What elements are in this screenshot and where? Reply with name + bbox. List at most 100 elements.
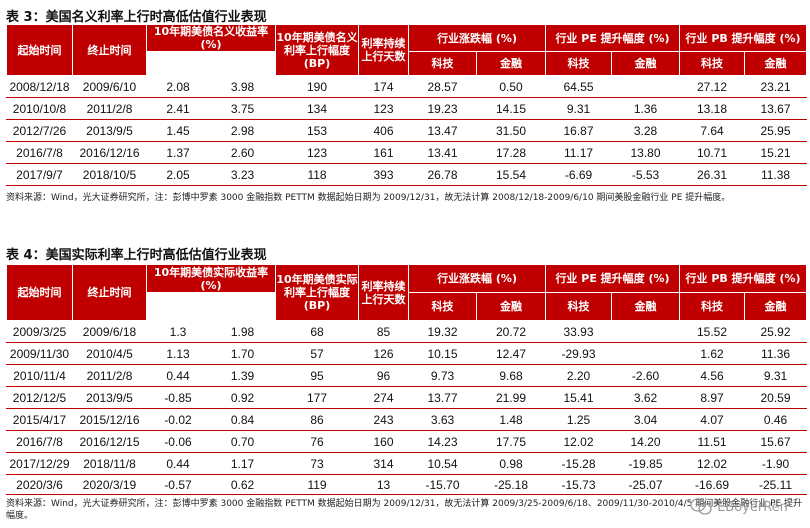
cell: 2017/9/7 (6, 163, 73, 186)
table-row: 2015/4/17 2015/12/16 -0.02 0.84 86 243 3.63 1.4… (6, 408, 808, 431)
cell: 3.98 (208, 75, 277, 98)
cell: 25.95 (744, 119, 808, 142)
cell: 2009/6/18 (72, 320, 147, 343)
cell: 12.02 (679, 452, 746, 475)
cell: 85 (358, 320, 410, 343)
cell: 2010/10/8 (6, 97, 73, 120)
cell: 15.41 (545, 386, 613, 409)
cell: 1.25 (545, 408, 613, 431)
cell: 2.05 (146, 163, 210, 186)
cell: 1.48 (476, 408, 547, 431)
cell: -6.69 (545, 163, 613, 186)
header-pe-rise: 行业 PE 提升幅度 (%) (545, 264, 681, 293)
cell: 9.31 (744, 364, 808, 387)
cell: 2018/10/5 (72, 163, 147, 186)
cell: 1.62 (679, 342, 746, 365)
subheader-tech: 科技 (408, 51, 478, 76)
cell (611, 75, 681, 98)
cell: -2.60 (611, 364, 681, 387)
subheader-finance: 金融 (476, 51, 547, 76)
cell: 0.50 (476, 75, 547, 98)
cell: -15.28 (545, 452, 613, 475)
cell: 2020/3/6 (6, 474, 73, 495)
cell: -0.85 (146, 386, 210, 409)
cell: 0.92 (208, 386, 277, 409)
cell: 2015/4/17 (6, 408, 73, 431)
cell: 4.07 (679, 408, 746, 431)
table-row: 2012/7/26 2013/9/5 1.45 2.98 153 406 13.47 31.5… (6, 119, 808, 142)
cell: 19.23 (408, 97, 478, 120)
cell: 2011/2/8 (72, 364, 147, 387)
cell: 9.73 (408, 364, 478, 387)
cell: 13.41 (408, 141, 478, 164)
table-row: 2017/9/7 2018/10/5 2.05 3.23 118 393 26.78 15.5… (6, 163, 808, 186)
header-pe-rise: 行业 PE 提升幅度 (%) (545, 24, 681, 52)
cell: 123 (358, 97, 410, 120)
cell: 406 (358, 119, 410, 142)
cell: 0.98 (476, 452, 547, 475)
cell: -15.70 (408, 474, 478, 495)
cell: 11.36 (744, 342, 808, 365)
cell: 16.87 (545, 119, 613, 142)
cell: 14.15 (476, 97, 547, 120)
table-row: 2010/11/4 2011/2/8 0.44 1.39 95 96 9.73 9.68 2.2… (6, 364, 808, 387)
cell: 20.59 (744, 386, 808, 409)
cell: 2.08 (146, 75, 210, 98)
cell: 27.12 (679, 75, 746, 98)
subheader-tech: 科技 (545, 51, 613, 76)
cell: 1.17 (208, 452, 277, 475)
cell: 25.92 (744, 320, 808, 343)
cell: 2013/9/5 (72, 119, 147, 142)
subheader-tech: 科技 (679, 292, 746, 321)
cell: -0.06 (146, 430, 210, 453)
cell: 177 (275, 386, 360, 409)
cell: 2011/2/8 (72, 97, 147, 120)
cell: 0.70 (208, 430, 277, 453)
cell: 11.17 (545, 141, 613, 164)
header-end-date: 终止时间 (72, 264, 147, 321)
subheader-finance: 金融 (744, 292, 808, 321)
table-row: 2017/12/29 2018/11/8 0.44 1.17 73 314 10.54 0.9… (6, 452, 808, 475)
cell: 2009/6/10 (72, 75, 147, 98)
header-start-date: 起始时间 (6, 24, 73, 76)
cell: -25.11 (744, 474, 808, 495)
table-row: 2016/7/8 2016/12/16 1.37 2.60 123 161 13.41 17.… (6, 141, 808, 164)
cell: 64.55 (545, 75, 613, 98)
cell: 15.52 (679, 320, 746, 343)
cell: 13.47 (408, 119, 478, 142)
cell: 12.02 (545, 430, 613, 453)
cell: -16.69 (679, 474, 746, 495)
cell: 11.51 (679, 430, 746, 453)
cell: 23.21 (744, 75, 808, 98)
cell: 96 (358, 364, 410, 387)
cell: 2020/3/19 (72, 474, 147, 495)
header-days: 利率持续上行天数 (358, 264, 410, 321)
cell: -19.85 (611, 452, 681, 475)
cell: 1.39 (208, 364, 277, 387)
header-yield-change: 10年期美债实际收益率(%) (145, 264, 277, 293)
cell: 2.20 (545, 364, 613, 387)
cell: 14.23 (408, 430, 478, 453)
cell: 1.3 (146, 320, 210, 343)
cell: 0.44 (146, 364, 210, 387)
header-days: 利率持续上行天数 (358, 24, 410, 76)
subheader-finance: 金融 (611, 292, 681, 321)
table3-source-note: 资料来源：Wind，光大证券研究所，注：彭博中罗素 3000 金融指数 PETT… (6, 193, 731, 203)
cell: 14.20 (611, 430, 681, 453)
cell: 20.72 (476, 320, 547, 343)
cell: 126 (358, 342, 410, 365)
cell: 2017/12/29 (6, 452, 73, 475)
cell: 3.28 (611, 119, 681, 142)
header-yield-change: 10年期美债名义收益率(%) (145, 24, 277, 52)
cell: 95 (275, 364, 360, 387)
table3-caption: 表 3：美国名义利率上行时高低估值行业表现 (6, 10, 267, 25)
cell: 134 (275, 97, 360, 120)
cell: 2016/7/8 (6, 141, 73, 164)
cell: 3.62 (611, 386, 681, 409)
cell: 26.31 (679, 163, 746, 186)
cell: 11.38 (744, 163, 808, 186)
cell: 161 (358, 141, 410, 164)
cell: 2013/9/5 (72, 386, 147, 409)
table4: 起始时间 终止时间 10年期美债实际收益率(%) 10年期美债实际利率上行幅度(… (6, 264, 808, 495)
cell: 26.78 (408, 163, 478, 186)
